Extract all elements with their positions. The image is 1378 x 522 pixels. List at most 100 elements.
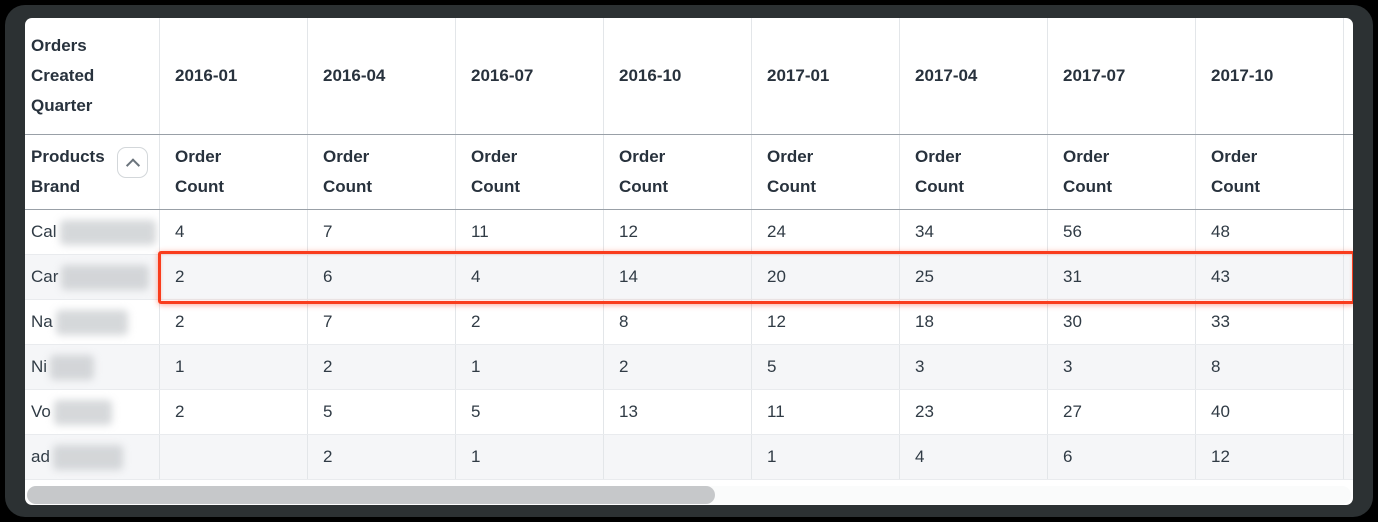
order-count-cell[interactable]: 3 [900, 345, 1048, 389]
order-count-cell[interactable]: 4 [160, 210, 308, 254]
order-count-cell[interactable]: 3 [1048, 345, 1196, 389]
brand-cell[interactable]: Car [25, 255, 160, 299]
order-count-cell[interactable]: 12 [1196, 435, 1344, 479]
order-count-cell[interactable]: 23 [900, 390, 1048, 434]
order-count-value: 14 [619, 267, 638, 286]
order-count-cell[interactable]: 2 [604, 345, 752, 389]
order-count-value: 43 [1211, 267, 1230, 286]
brand-label: ad [31, 444, 123, 470]
scrollbar-thumb[interactable] [27, 486, 715, 504]
order-count-cell[interactable]: 14 [604, 255, 752, 299]
brand-cell[interactable]: Vo [25, 390, 160, 434]
order-count-value: 4 [175, 222, 185, 241]
order-count-cell[interactable]: 48 [1196, 210, 1344, 254]
quarter-header-2017-04[interactable]: 2017-04 [900, 18, 1048, 134]
horizontal-scrollbar[interactable] [27, 486, 1351, 504]
brand-label: Vo [31, 399, 112, 425]
order-count-cell[interactable]: 4 [456, 255, 604, 299]
quarter-header-2016-01[interactable]: 2016-01 [160, 18, 308, 134]
order-count-value: 3 [1063, 357, 1073, 376]
order-count-cell[interactable]: 7 [308, 300, 456, 344]
quarter-header-label: 2016-10 [619, 66, 682, 85]
order-count-cell[interactable]: 11 [752, 390, 900, 434]
order-count-cell[interactable]: 25 [900, 255, 1048, 299]
order-count-cell[interactable]: 56 [1048, 210, 1196, 254]
order-count-cell[interactable]: 6 [1048, 435, 1196, 479]
order-count-cell[interactable]: 2 [456, 300, 604, 344]
order-count-cell[interactable]: 5 [308, 390, 456, 434]
measure-header-2017-10[interactable]: Order Count [1196, 135, 1344, 209]
brand-cell[interactable]: ad [25, 435, 160, 479]
quarter-header-2017-07[interactable]: 2017-07 [1048, 18, 1196, 134]
row-dimension-header-cell[interactable]: Products Brand [25, 135, 160, 209]
order-count-cell[interactable]: 2 [160, 390, 308, 434]
quarter-header-2016-07[interactable]: 2016-07 [456, 18, 604, 134]
order-count-cell[interactable]: 5 [752, 345, 900, 389]
table-body: Cal 4 7 11 12 24 34 56 48 Car 2 6 4 14 20 25 31 43 Na 2 7 2 8 1… [25, 210, 1353, 480]
quarter-header-label: 2016-04 [323, 66, 386, 85]
order-count-cell[interactable]: 34 [900, 210, 1048, 254]
order-count-cell[interactable]: 31 [1048, 255, 1196, 299]
corner-header-cell[interactable]: Orders Created Quarter [25, 18, 160, 134]
order-count-cell[interactable]: 4 [900, 435, 1048, 479]
order-count-cell[interactable]: 40 [1196, 390, 1344, 434]
order-count-cell[interactable]: 20 [752, 255, 900, 299]
order-count-cell[interactable]: 2 [308, 345, 456, 389]
redacted-brand-blur [59, 219, 156, 245]
order-count-value: 23 [915, 402, 934, 421]
order-count-cell[interactable]: 12 [604, 210, 752, 254]
quarter-header-2016-04[interactable]: 2016-04 [308, 18, 456, 134]
brand-cell[interactable]: Na [25, 300, 160, 344]
measure-header-2016-07[interactable]: Order Count [456, 135, 604, 209]
collapse-rows-button[interactable] [117, 147, 148, 178]
order-count-value: 1 [175, 357, 185, 376]
order-count-value: 25 [915, 267, 934, 286]
order-count-cell[interactable]: 43 [1196, 255, 1344, 299]
measure-header-2016-04[interactable]: Order Count [308, 135, 456, 209]
measure-header-2017-01[interactable]: Order Count [752, 135, 900, 209]
order-count-cell[interactable]: 1 [160, 345, 308, 389]
brand-cell[interactable]: Ni [25, 345, 160, 389]
order-count-cell[interactable]: 2 [160, 255, 308, 299]
measure-header-2017-07[interactable]: Order Count [1048, 135, 1196, 209]
window-frame: Orders Created Quarter 2016-01 2016-04 201… [5, 5, 1373, 517]
order-count-cell[interactable]: 8 [604, 300, 752, 344]
order-count-cell[interactable]: 18 [900, 300, 1048, 344]
order-count-cell[interactable]: 13 [604, 390, 752, 434]
brand-label: Na [31, 309, 128, 335]
order-count-cell[interactable]: 8 [1196, 345, 1344, 389]
order-count-cell[interactable] [160, 435, 308, 479]
order-count-cell[interactable]: 2 [308, 435, 456, 479]
measure-header-2016-01[interactable]: Order Count [160, 135, 308, 209]
order-count-cell[interactable]: 1 [456, 435, 604, 479]
order-count-cell[interactable]: 1 [752, 435, 900, 479]
order-count-cell[interactable]: 2 [160, 300, 308, 344]
order-count-cell[interactable]: 30 [1048, 300, 1196, 344]
quarter-header-2017-10[interactable]: 2017-10 [1196, 18, 1344, 134]
order-count-cell[interactable]: 33 [1196, 300, 1344, 344]
measure-header-label: Order Count [323, 147, 373, 196]
order-count-value: 6 [323, 267, 333, 286]
order-count-cell[interactable]: 12 [752, 300, 900, 344]
order-count-cell[interactable]: 7 [308, 210, 456, 254]
order-count-cell[interactable]: 1 [456, 345, 604, 389]
table-row-Na: Na 2 7 2 8 12 18 30 33 [25, 300, 1353, 345]
quarter-header-2016-10[interactable]: 2016-10 [604, 18, 752, 134]
measure-header-2016-10[interactable]: Order Count [604, 135, 752, 209]
order-count-value: 2 [175, 312, 185, 331]
brand-cell[interactable]: Cal [25, 210, 160, 254]
measure-header-2017-04[interactable]: Order Count [900, 135, 1048, 209]
quarter-header-label: 2016-07 [471, 66, 534, 85]
order-count-cell[interactable] [604, 435, 752, 479]
order-count-cell[interactable]: 6 [308, 255, 456, 299]
quarter-header-2017-01[interactable]: 2017-01 [752, 18, 900, 134]
order-count-value: 3 [915, 357, 925, 376]
order-count-cell[interactable]: 27 [1048, 390, 1196, 434]
order-count-cell[interactable]: 11 [456, 210, 604, 254]
order-count-value: 5 [323, 402, 333, 421]
order-count-value: 6 [1063, 447, 1073, 466]
pivot-table: Orders Created Quarter 2016-01 2016-04 201… [25, 18, 1353, 480]
order-count-cell[interactable]: 5 [456, 390, 604, 434]
order-count-cell[interactable]: 24 [752, 210, 900, 254]
